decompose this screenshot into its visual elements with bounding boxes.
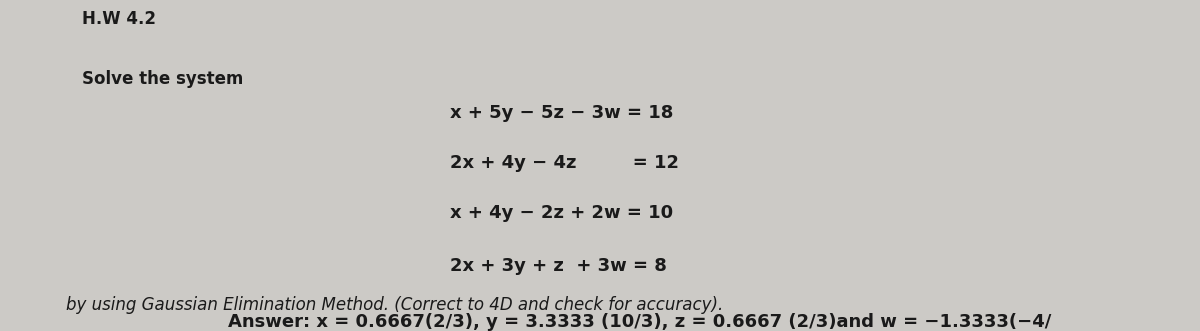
Text: Answer: x = 0.6667(2/3), y = 3.3333 (10/3), z = 0.6667 (2/3)and w = −1.3333(−4/: Answer: x = 0.6667(2/3), y = 3.3333 (10/… — [228, 313, 1051, 331]
Text: by using Gaussian Elimination Method. (Correct to 4D and check for accuracy).: by using Gaussian Elimination Method. (C… — [66, 296, 724, 314]
Text: 2x + 4y − 4z         = 12: 2x + 4y − 4z = 12 — [450, 154, 679, 172]
Text: 2x + 3y + z  + 3w = 8: 2x + 3y + z + 3w = 8 — [450, 257, 667, 274]
Text: Solve the system: Solve the system — [82, 70, 242, 87]
Text: x + 5y − 5z − 3w = 18: x + 5y − 5z − 3w = 18 — [450, 104, 673, 122]
Text: x + 4y − 2z + 2w = 10: x + 4y − 2z + 2w = 10 — [450, 204, 673, 221]
Text: H.W 4.2: H.W 4.2 — [82, 10, 156, 28]
